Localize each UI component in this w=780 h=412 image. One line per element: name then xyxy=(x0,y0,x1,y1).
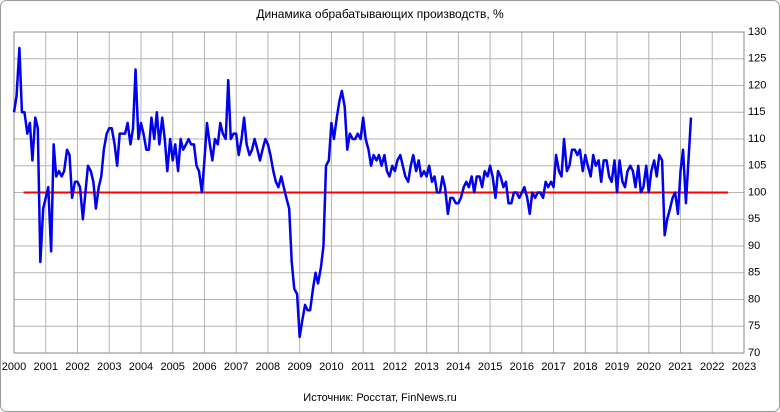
x-tick-label: 2014 xyxy=(446,361,470,373)
y-tick-label: 115 xyxy=(748,106,766,118)
x-tick-label: 2001 xyxy=(33,361,57,373)
x-tick-label: 2020 xyxy=(637,361,661,373)
x-tick-label: 2007 xyxy=(224,361,248,373)
x-tick-label: 2015 xyxy=(478,361,502,373)
y-tick-label: 90 xyxy=(748,240,760,252)
y-tick-label: 85 xyxy=(748,267,760,279)
y-tick-label: 70 xyxy=(748,347,760,359)
x-tick-label: 2023 xyxy=(732,361,756,373)
x-tick-label: 2005 xyxy=(160,361,184,373)
data-line xyxy=(12,46,693,339)
x-tick-label: 2006 xyxy=(192,361,216,373)
x-tick-label: 2017 xyxy=(541,361,565,373)
y-tick-label: 130 xyxy=(748,26,766,38)
plot-frame xyxy=(13,31,745,354)
y-tick-label: 75 xyxy=(748,320,760,332)
y-tick-label: 120 xyxy=(748,79,766,91)
x-tick-label: 2018 xyxy=(573,361,597,373)
source-note: Источник: Росстат, FinNews.ru xyxy=(303,392,456,404)
x-tick-label: 2002 xyxy=(65,361,89,373)
x-tick-label: 2022 xyxy=(700,361,724,373)
x-tick-label: 2000 xyxy=(2,361,26,373)
x-tick-label: 2012 xyxy=(383,361,407,373)
x-tick-label: 2003 xyxy=(97,361,121,373)
y-tick-label: 80 xyxy=(748,293,760,305)
x-tick-label: 2009 xyxy=(287,361,311,373)
x-tick-label: 2021 xyxy=(668,361,692,373)
y-tick-label: 100 xyxy=(748,186,766,198)
x-tick-label: 2011 xyxy=(351,361,375,373)
y-tick-label: 95 xyxy=(748,213,760,225)
y-tick-label: 105 xyxy=(748,160,766,172)
x-tick-label: 2013 xyxy=(414,361,438,373)
y-tick-label: 110 xyxy=(748,133,766,145)
chart-title: Динамика обрабатывающих производств, % xyxy=(256,7,504,21)
x-tick-label: 2010 xyxy=(319,361,343,373)
x-tick-label: 2016 xyxy=(510,361,534,373)
x-tick-label: 2019 xyxy=(605,361,629,373)
x-tick-label: 2008 xyxy=(256,361,280,373)
y-tick-label: 125 xyxy=(748,53,766,65)
x-tick-label: 2004 xyxy=(129,361,153,373)
